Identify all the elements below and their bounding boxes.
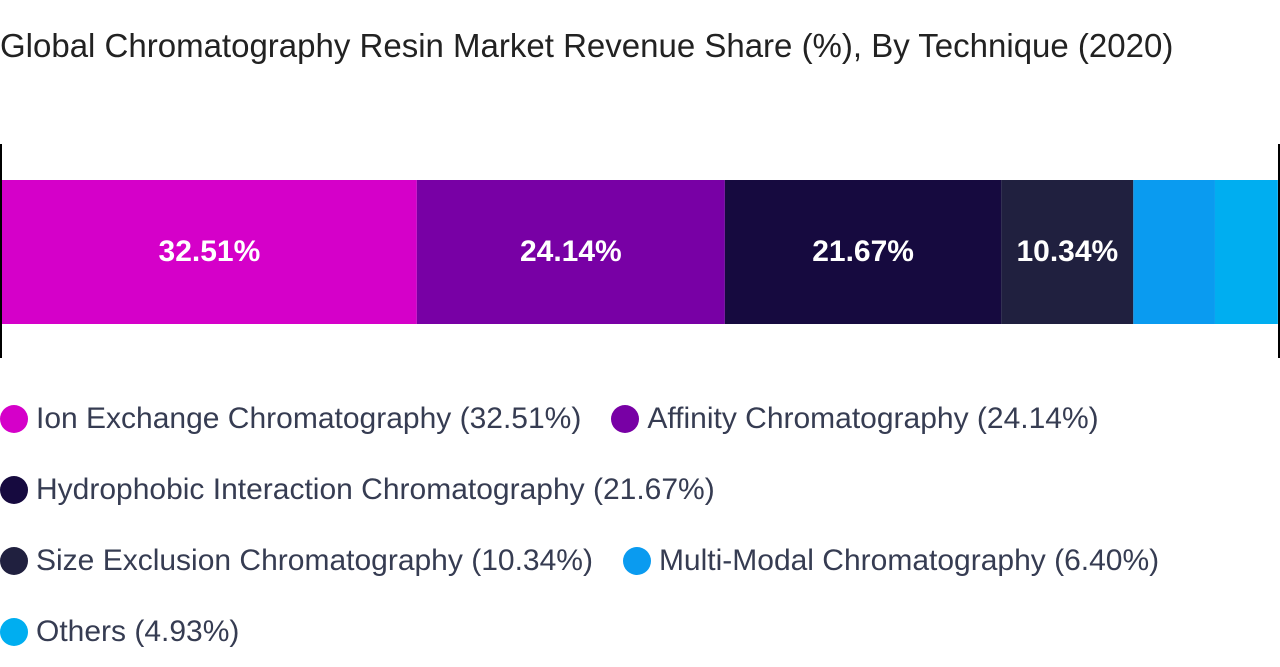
legend-item: Others (4.93%): [0, 596, 239, 667]
legend-swatch: [0, 475, 28, 504]
chart-title: Global Chromatography Resin Market Reven…: [0, 27, 1174, 64]
data-label: 24.14%: [520, 235, 622, 268]
legend-swatch: [0, 617, 28, 646]
legend-swatch: [0, 404, 28, 433]
data-label: 21.67%: [812, 235, 914, 268]
legend-label: Size Exclusion Chromatography (10.34%): [36, 543, 593, 577]
bar-segment: [416, 180, 725, 324]
legend-swatch: [622, 546, 651, 575]
bar-segment: [724, 180, 1002, 324]
legend-label: Multi-Modal Chromatography (6.40%): [658, 543, 1160, 577]
data-label: 32.51%: [159, 235, 261, 268]
legend: Ion Exchange Chromatography (32.51%) Affi…: [0, 383, 1260, 667]
legend-label: Ion Exchange Chromatography (32.51%): [36, 401, 582, 435]
legend-item: Size Exclusion Chromatography (10.34%): [0, 525, 593, 596]
legend-label: Affinity Chromatography (24.14%): [647, 401, 1099, 435]
legend-label: Hydrophobic Interaction Chromatography (…: [36, 472, 715, 506]
data-label: 10.34%: [1016, 235, 1118, 268]
chart: 32.51% 24.14% 21.67% 10.34%: [0, 144, 1280, 358]
legend-item: Affinity Chromatography (24.14%): [611, 383, 1099, 454]
legend-swatch: [0, 546, 28, 575]
legend-item: Hydrophobic Interaction Chromatography (…: [0, 454, 715, 525]
bar-segment: [1001, 180, 1134, 324]
legend-item: Multi-Modal Chromatography (6.40%): [622, 525, 1160, 596]
legend-label: Others (4.93%): [36, 614, 240, 648]
legend-item: Ion Exchange Chromatography (32.51%): [0, 383, 581, 454]
page: Global Chromatography Resin Market Reven…: [0, 27, 1280, 648]
bar-segment: [1214, 180, 1278, 324]
bar-segment: [2, 180, 417, 324]
legend-swatch: [611, 404, 640, 433]
bar-segment: [1133, 180, 1215, 324]
